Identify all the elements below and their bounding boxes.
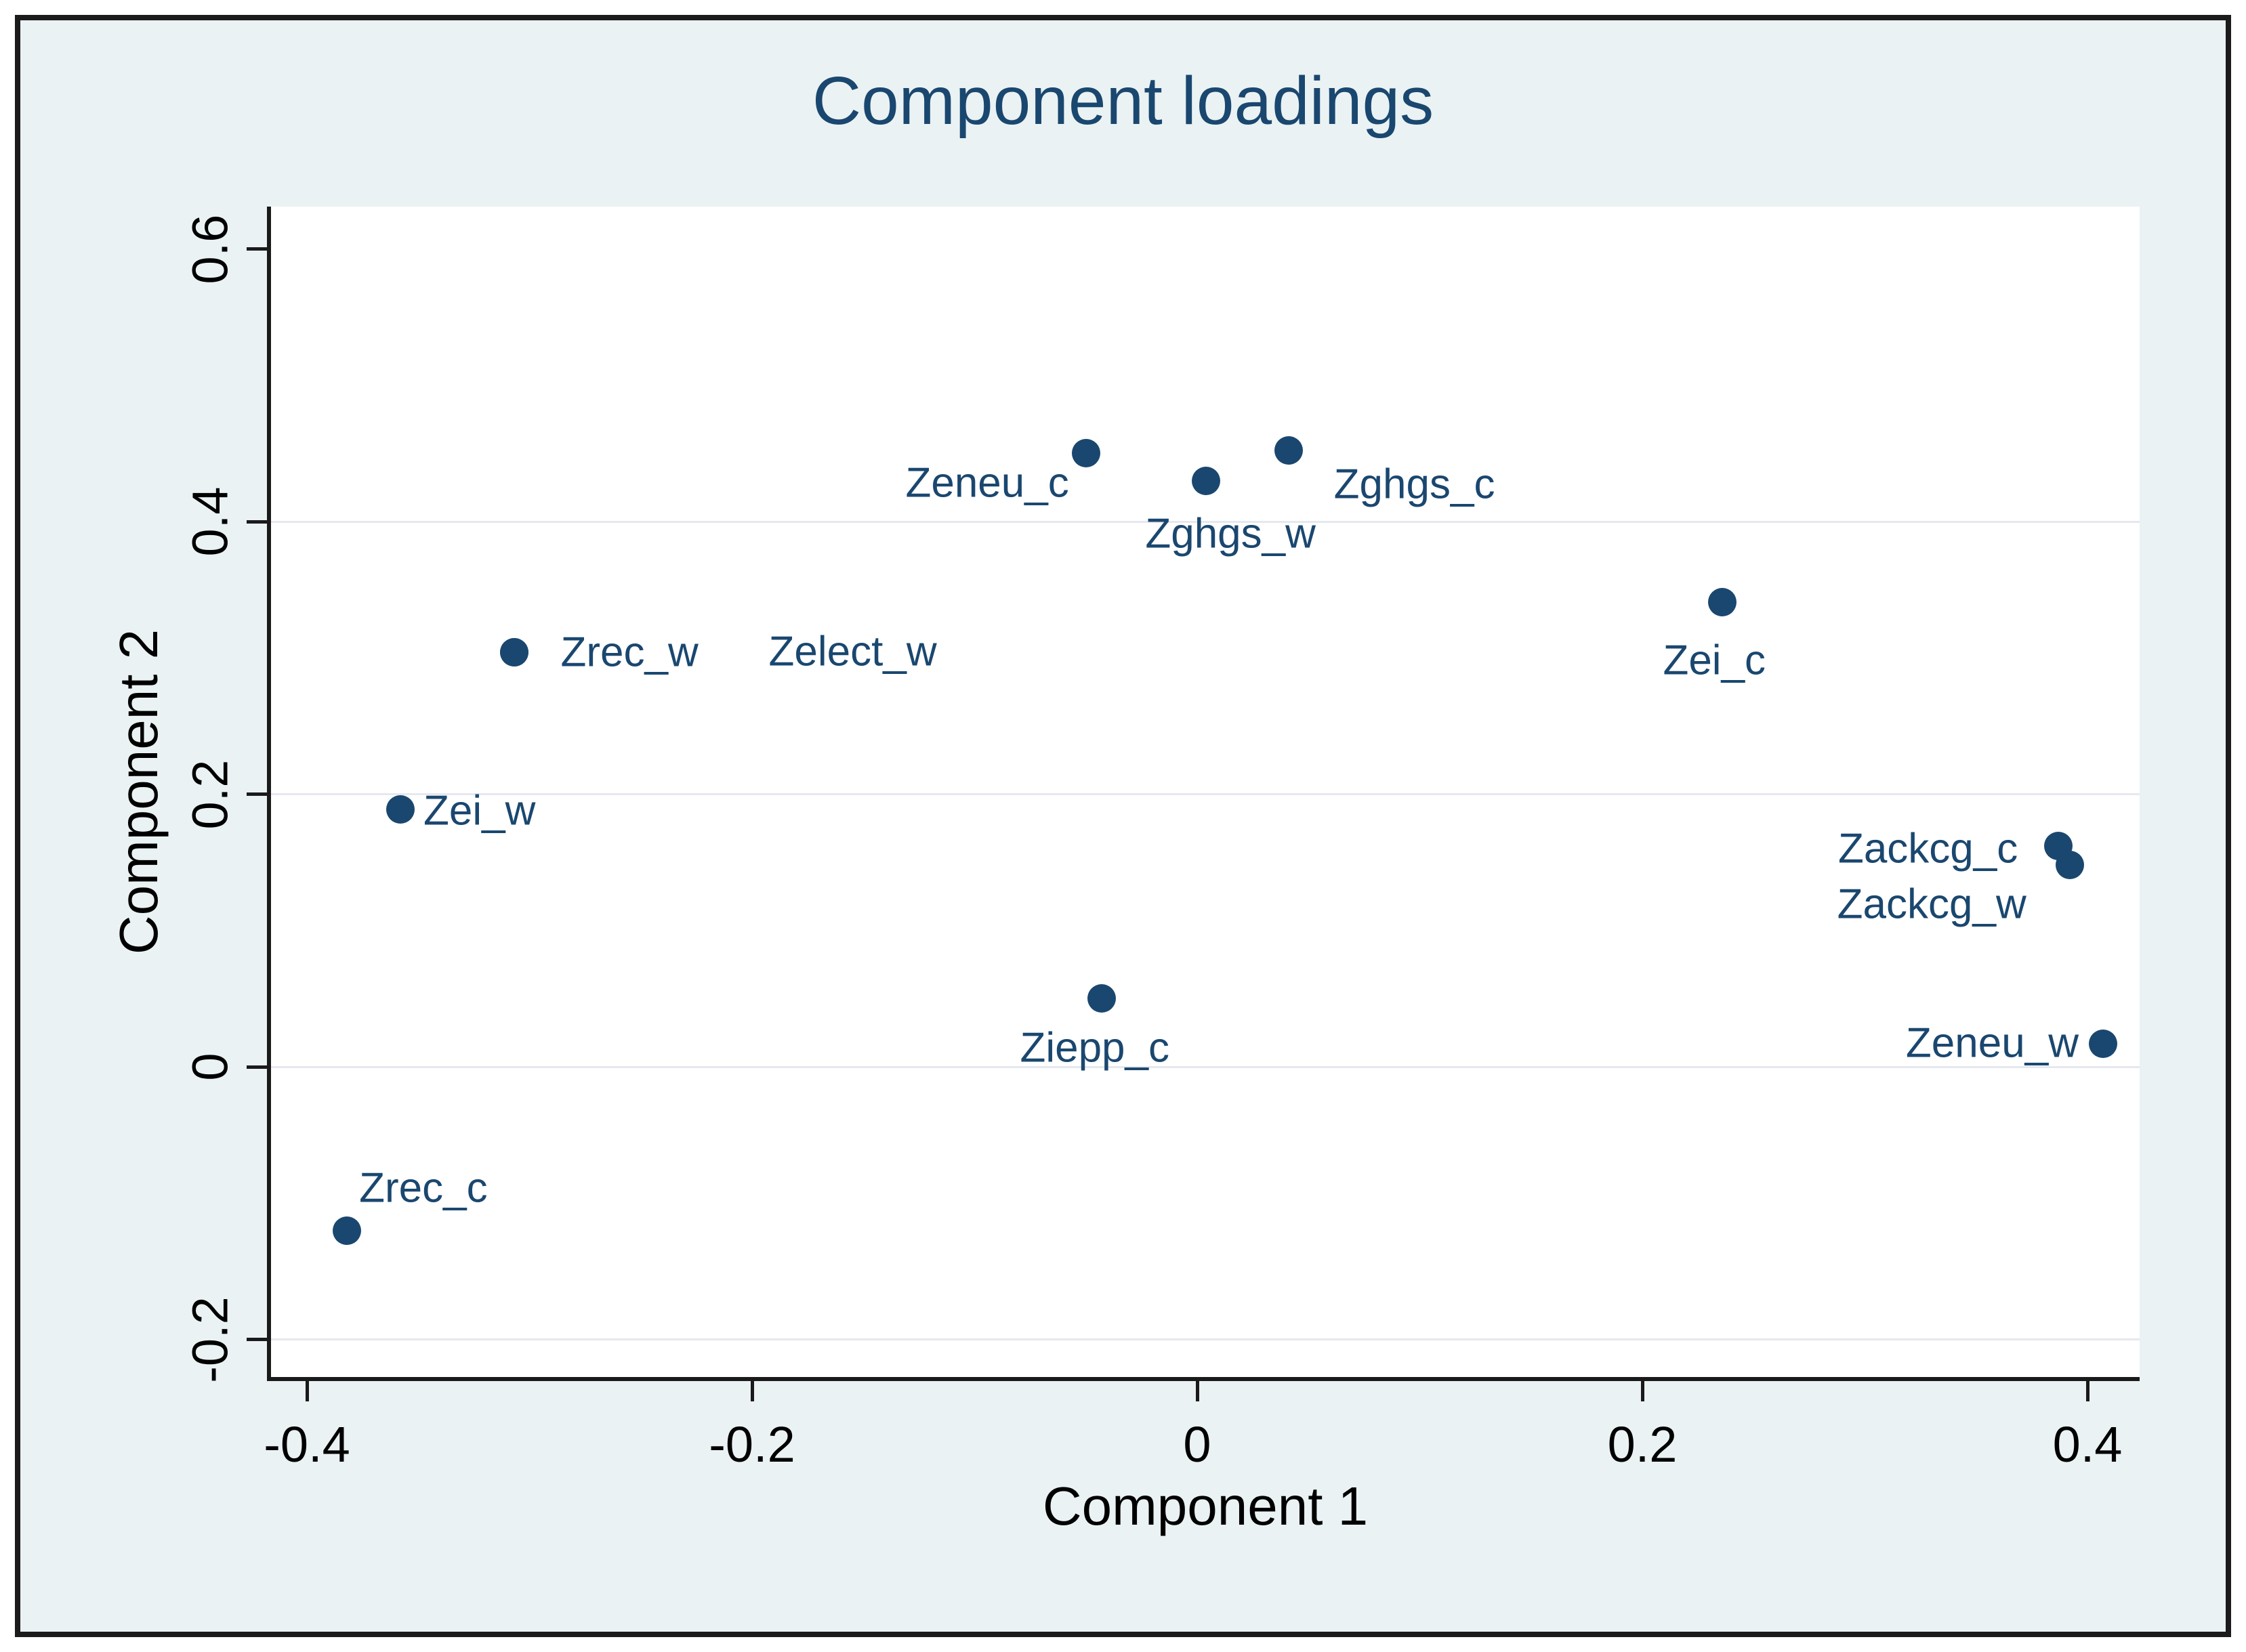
point-label-Zeneu_c: Zeneu_c	[905, 459, 1069, 507]
x-tick	[750, 1381, 754, 1401]
y-tick-label: 0.4	[182, 486, 238, 557]
plot-area	[271, 207, 2140, 1377]
x-tick	[1640, 1381, 1644, 1401]
y-tick	[247, 1065, 267, 1069]
point-label-Zrec_w: Zrec_w	[560, 629, 699, 676]
scatter-point-Zeneu_c	[1071, 439, 1100, 468]
y-tick-label: 0	[182, 1053, 238, 1081]
point-label-Zghgs_w: Zghgs_w	[1145, 510, 1316, 557]
x-tick	[1195, 1381, 1199, 1401]
x-tick-label: -0.4	[264, 1416, 350, 1473]
scatter-point-Zackcg_w	[2055, 851, 2084, 880]
point-label-Zghgs_c: Zghgs_c	[1333, 461, 1495, 508]
x-axis-title: Component 1	[1042, 1476, 1369, 1536]
gridline	[271, 1338, 2140, 1340]
gridline	[271, 1065, 2140, 1068]
point-label-Zeneu_w: Zeneu_w	[1905, 1019, 2079, 1067]
scatter-point-Zghgs_c	[1274, 436, 1303, 465]
x-axis-line	[267, 1377, 2140, 1381]
point-label-Zei_c: Zei_c	[1663, 637, 1766, 684]
chart-title: Component loadings	[812, 63, 1434, 139]
y-tick	[247, 792, 267, 796]
point-label-Ziepp_c: Ziepp_c	[1020, 1024, 1170, 1072]
y-tick	[247, 247, 267, 251]
scatter-point-Zeneu_w	[2088, 1029, 2117, 1058]
x-tick-label: 0	[1183, 1416, 1211, 1473]
point-label-Zei_w: Zei_w	[423, 787, 536, 834]
x-tick-label: 0.4	[2052, 1416, 2123, 1473]
scatter-point-Zei_w	[386, 795, 415, 824]
point-label-Zelect_w: Zelect_w	[768, 628, 937, 675]
point-label-Zackcg_c: Zackcg_c	[1837, 825, 2018, 872]
scatter-point-Zelect_w	[499, 638, 528, 667]
x-tick-label: -0.2	[709, 1416, 795, 1473]
y-axis-title: Component 2	[108, 629, 169, 955]
scatter-point-Zrec_c	[333, 1216, 362, 1245]
scatter-point-Zghgs_w	[1192, 466, 1221, 495]
point-label-Zackcg_w: Zackcg_w	[1837, 881, 2026, 928]
scatter-point-Ziepp_c	[1087, 984, 1116, 1013]
y-axis-line	[267, 207, 271, 1381]
gridline	[271, 520, 2140, 523]
y-tick	[247, 1338, 267, 1341]
x-tick	[2085, 1381, 2089, 1401]
y-tick	[247, 520, 267, 524]
gridline	[271, 793, 2140, 795]
scatter-point-Zei_c	[1708, 587, 1737, 616]
y-tick-label: 0.6	[182, 214, 238, 284]
point-label-Zrec_c: Zrec_c	[359, 1164, 488, 1211]
y-tick-label: -0.2	[182, 1296, 238, 1383]
x-tick	[305, 1381, 309, 1401]
y-tick-label: 0.2	[182, 759, 238, 829]
x-tick-label: 0.2	[1607, 1416, 1678, 1473]
